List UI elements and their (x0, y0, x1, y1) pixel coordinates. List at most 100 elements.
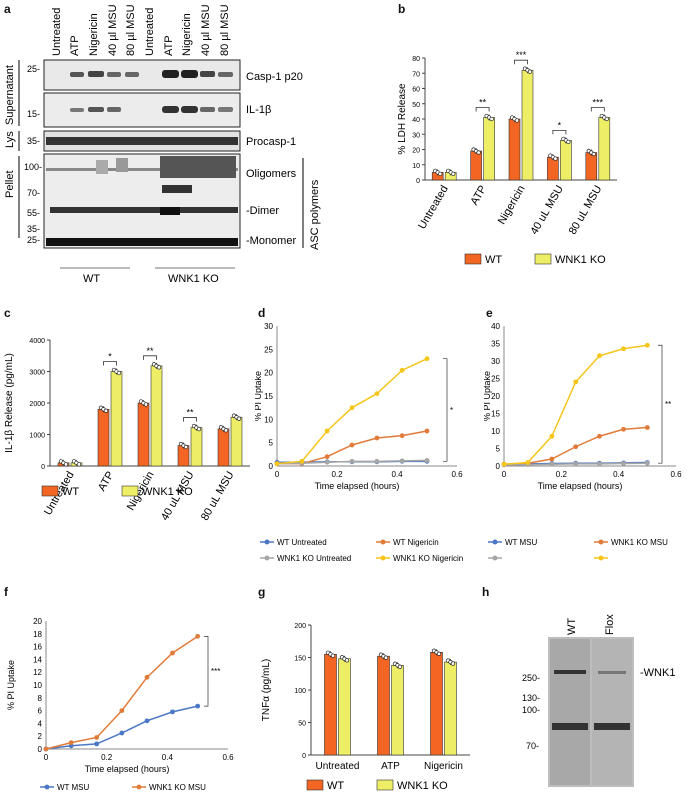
x-tick-label: Untreated (416, 184, 451, 232)
y-tick-label: 2 (38, 732, 43, 741)
mw-marker: 130- (522, 693, 540, 703)
legend-d-svg: WT Untreated WT Nigericin WNK1 KO Untrea… (260, 538, 463, 563)
data-point (399, 458, 405, 464)
series-line (276, 357, 428, 465)
bar (430, 652, 443, 756)
data-point (553, 156, 558, 161)
data-point (68, 740, 74, 745)
legend-entry: WT Untreated (260, 538, 327, 547)
blot-bands-asc (46, 156, 238, 246)
bar (150, 365, 163, 467)
legend-swatch (121, 485, 139, 497)
legend-entry (594, 555, 608, 561)
significance-label: * (558, 120, 562, 130)
data-point (195, 703, 201, 709)
data-point (324, 459, 330, 465)
asc-polymers-label: ASC polymers (309, 179, 321, 250)
y-tick-label: 60 (412, 87, 420, 94)
y-tick-label: 0 (416, 178, 420, 185)
data-point (527, 69, 533, 74)
lane-label-flox: Flox (604, 614, 616, 635)
data-point (43, 746, 49, 752)
significance-bracket (103, 361, 117, 366)
data-point (644, 425, 650, 430)
legend-marker (136, 784, 142, 790)
data-point (196, 426, 202, 432)
data-point (514, 118, 520, 123)
data-point (324, 428, 330, 434)
y-tick-label: 10 (33, 681, 42, 690)
data-point (621, 461, 626, 466)
x-tick-label: Nigericin (424, 761, 463, 772)
y-tick-label: 30 (491, 357, 500, 366)
y-tick-label: 6 (38, 707, 43, 716)
data-point (223, 428, 229, 433)
y-tick-label: 200 (294, 623, 306, 630)
legend-entry: WT MSU (488, 538, 538, 547)
data-point (573, 444, 579, 450)
mw-marker: 100- (522, 705, 540, 715)
data-point (116, 370, 122, 376)
significance-label: ** (479, 97, 487, 107)
legend-label: WT (485, 254, 502, 266)
lane-label: 40 µl MSU (200, 4, 212, 56)
legend-entry: WNK1 KO MSU (594, 538, 668, 547)
panel-letter-e: e (486, 306, 493, 320)
data-point (489, 116, 494, 122)
data-point (170, 709, 175, 715)
bar (110, 371, 123, 467)
data-point (644, 460, 650, 466)
data-point (63, 462, 69, 467)
lane-label: Untreated (51, 8, 63, 56)
legend-swatch (534, 253, 552, 265)
significance-bracket (204, 636, 209, 707)
y-tick-label: 30 (412, 132, 420, 139)
bar (560, 140, 572, 181)
band-label-procasp1: Procasp-1 (246, 136, 296, 148)
bar (217, 428, 230, 467)
data-point (119, 708, 125, 713)
y-tick-label: 12 (33, 668, 42, 677)
blot-h-band-wnk1-wt (554, 670, 586, 674)
x-tick-label: 0.4 (162, 753, 174, 762)
legend-marker (264, 555, 270, 561)
significance-bracket (514, 59, 528, 65)
legend-marker (492, 555, 498, 561)
data-point (144, 718, 150, 724)
data-point (566, 139, 571, 145)
data-point (451, 171, 456, 177)
data-point (604, 116, 609, 122)
data-point (183, 444, 189, 450)
y-tick-label: 0 (496, 462, 501, 471)
mw-marker: 35- (27, 224, 40, 234)
band-label-monomer: -Monomer (246, 235, 296, 247)
legend-label: WNK1 KO MSU (149, 783, 206, 792)
data-point (597, 433, 602, 439)
panel-a-western-blot: Untreated ATP Nigericin 40 µl MSU 80 µl … (4, 4, 321, 285)
x-tick-label: 0 (44, 753, 49, 762)
panel-letter-c: c (4, 306, 11, 320)
blot-a-lane-labels: Untreated ATP Nigericin 40 µl MSU 80 µl … (51, 4, 231, 56)
blot-h-band-wnk1-flox (598, 671, 626, 674)
y-tick-label: 25 (491, 375, 500, 384)
bar (508, 118, 521, 181)
panel-letter-b: b (398, 2, 406, 16)
bar (377, 655, 390, 756)
chart-b-ldh-release: 0 10 20 30 40 50 60 70 80 % LDH Release Untreated A… (397, 50, 617, 266)
y-axis-label: % LDH Release (397, 83, 408, 155)
band-label-il1b: IL-1β (246, 104, 271, 116)
data-point (143, 402, 149, 407)
data-point (399, 433, 405, 439)
x-tick-label: 40 uL MSU (528, 183, 566, 236)
significance-label: ** (665, 400, 671, 409)
significance-bracket (658, 344, 663, 464)
data-point (399, 367, 405, 373)
legend-label: WT MSU (57, 783, 90, 792)
y-tick-label: 1000 (29, 433, 45, 440)
bar (483, 117, 495, 181)
legend-e-svg: WT MSU WNK1 KO MSU (488, 538, 668, 561)
y-tick-label: 4 (38, 719, 43, 728)
mw-marker: 25- (27, 235, 40, 245)
y-tick-label: 10 (491, 427, 500, 436)
y-axis-label: % PI Uptake (6, 660, 16, 710)
